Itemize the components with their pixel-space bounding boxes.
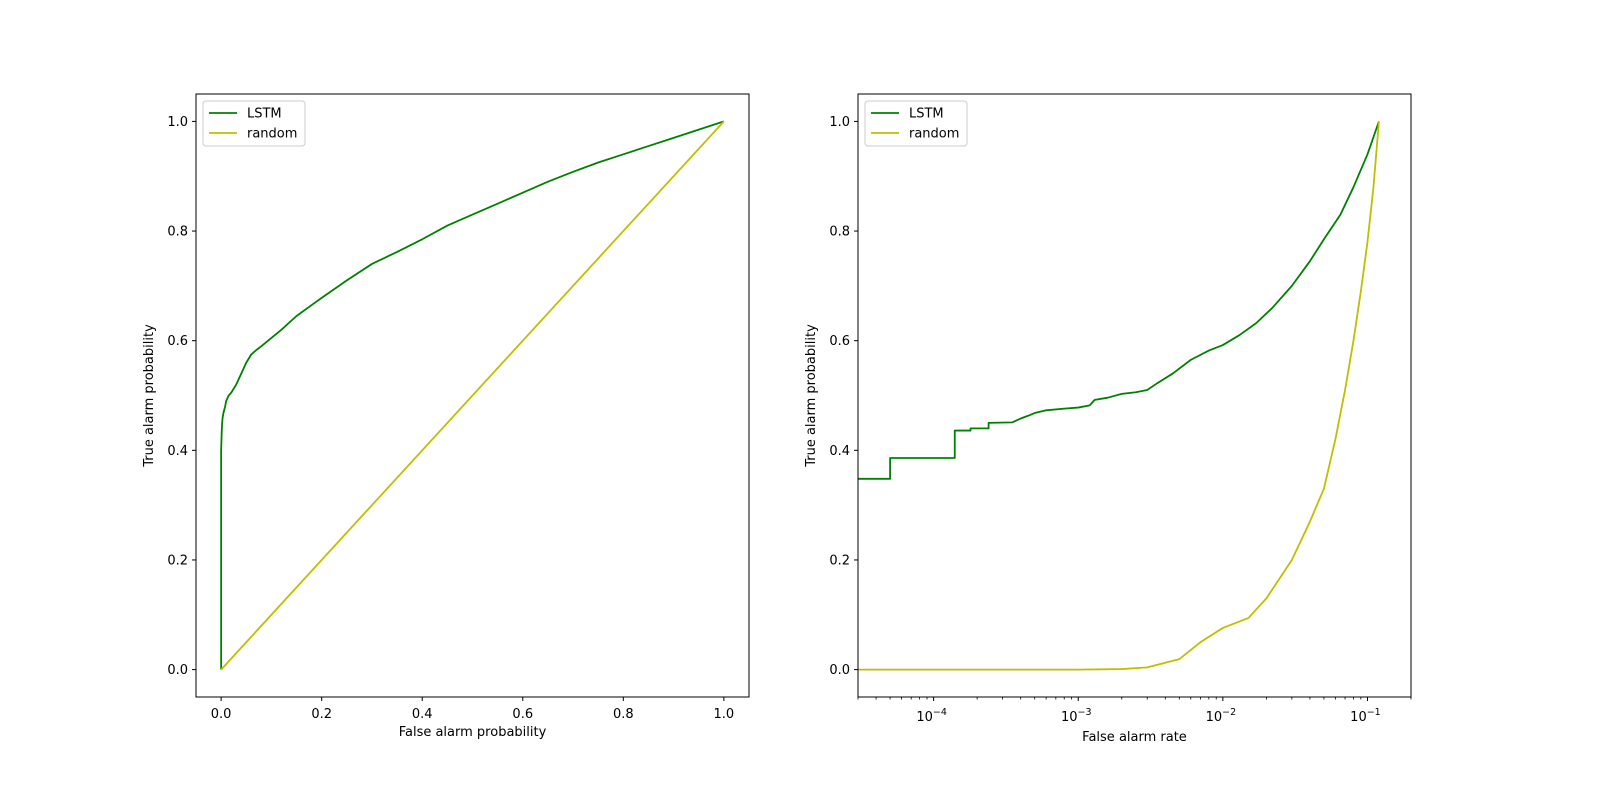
left-roc-panel: 0.0 0.2 0.4 0.6 0.8 1.0 0.0 0.2 0.4 0.6 0.8 1.0 Fals…: [142, 93, 750, 740]
legend: LSTM random: [202, 100, 306, 147]
y-tick-label: 0.0: [167, 663, 188, 678]
y-tick-label: 0.4: [829, 444, 850, 459]
right-log-roc-panel: 0.0 0.2 0.4 0.6 0.8 1.0 10−4 10−3 10−2 10−1 False …: [804, 93, 1412, 745]
y-tick-label: 0.6: [167, 334, 188, 349]
x-tick-label: 0.6: [512, 707, 533, 722]
y-tick-label: 0.2: [167, 553, 188, 568]
x-tick-label: 0.8: [613, 707, 634, 722]
series-line-lstm: [220, 120, 725, 670]
x-tick-label: 1.0: [714, 707, 735, 722]
y-axis-label: True alarm probability: [804, 324, 819, 468]
x-tick-label: 10−2: [1206, 707, 1237, 725]
x-tick-label: 10−3: [1061, 707, 1092, 725]
x-tick-label: 10−4: [916, 707, 947, 725]
x-tick-label: 0.4: [412, 707, 433, 722]
y-tick-label: 0.8: [829, 225, 850, 240]
legend-label-lstm: LSTM: [247, 107, 282, 122]
legend: LSTM random: [864, 100, 968, 147]
y-tick-label: 0.8: [167, 225, 188, 240]
legend-label-lstm: LSTM: [909, 107, 944, 122]
series-line-lstm: [858, 121, 1380, 480]
axes-frame: [857, 93, 1412, 698]
y-tick-label: 1.0: [829, 115, 850, 130]
legend-label-random: random: [247, 127, 297, 142]
y-tick-label: 0.6: [829, 334, 850, 349]
axes-frame: [195, 93, 750, 698]
x-tick-label: 0.2: [311, 707, 332, 722]
x-axis-label: False alarm rate: [1082, 730, 1187, 745]
legend-label-random: random: [909, 127, 959, 142]
y-tick-label: 0.2: [829, 553, 850, 568]
x-tick-label: 0.0: [211, 707, 232, 722]
y-tick-label: 0.4: [167, 444, 188, 459]
x-tick-label: 10−1: [1350, 707, 1381, 725]
y-tick-label: 1.0: [167, 115, 188, 130]
y-tick-label: 0.0: [829, 663, 850, 678]
x-axis-label: False alarm probability: [399, 725, 547, 740]
y-axis-label: True alarm probability: [142, 324, 157, 468]
series-line-random: [858, 121, 1380, 671]
series-line-random: [220, 120, 725, 671]
